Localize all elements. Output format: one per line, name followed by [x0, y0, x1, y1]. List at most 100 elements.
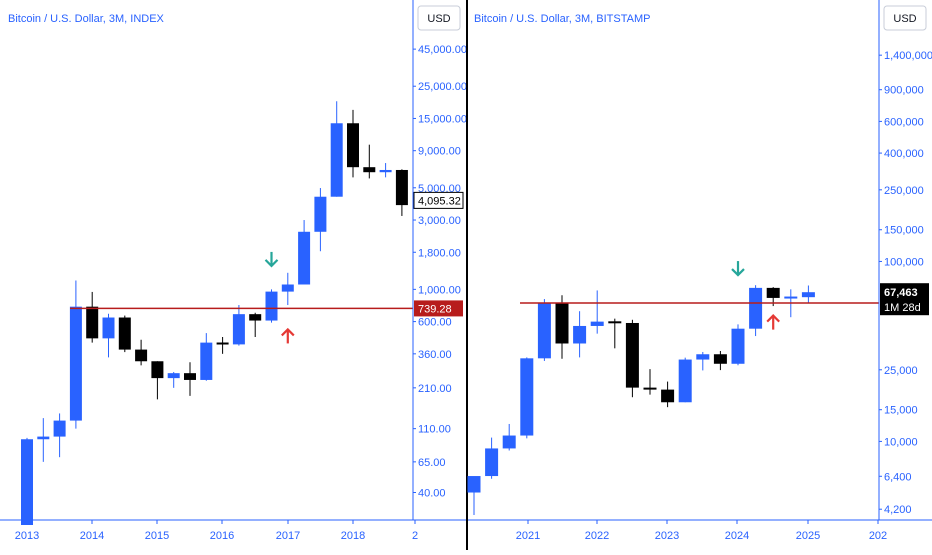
time-axis-label: 2017: [276, 530, 300, 542]
candle[interactable]: [732, 324, 745, 365]
price-axis-label: 600.00: [418, 317, 452, 329]
left-currency-label[interactable]: USD: [427, 13, 450, 25]
candle-body: [396, 170, 408, 205]
last-price-tag: 67,463 1M 28d: [880, 283, 929, 315]
candle-body: [54, 421, 66, 437]
price-axis-label: 210.00: [418, 383, 452, 395]
candle-body: [70, 307, 82, 421]
time-axis-label: 2014: [80, 530, 104, 542]
price-axis-label: 1,400,000: [884, 50, 932, 62]
candle-body: [119, 318, 131, 350]
price-axis-label: 65.00: [418, 457, 446, 469]
left-chart-title: Bitcoin / U.S. Dollar, 3M, INDEX: [8, 13, 165, 25]
price-axis-label: 3,000.00: [418, 215, 461, 227]
candle-body: [503, 436, 516, 449]
candle-body: [233, 314, 245, 344]
right-chart-title: Bitcoin / U.S. Dollar, 3M, BITSTAMP: [474, 13, 650, 25]
price-axis-label: 25,000.00: [418, 81, 467, 93]
candle-body: [266, 292, 278, 321]
candle-body: [135, 350, 147, 362]
candle-body: [184, 373, 196, 380]
time-axis-label: 2024: [725, 530, 749, 542]
time-axis-label: 2022: [585, 530, 609, 542]
candle-body: [249, 314, 261, 320]
candle-body: [217, 343, 229, 345]
candle[interactable]: [119, 316, 131, 353]
last-price-tag-label: 67,463: [884, 287, 918, 299]
price-axis-label: 600,000: [884, 116, 924, 128]
price-axis-label: 360.00: [418, 349, 452, 361]
candle-body: [626, 323, 639, 388]
price-axis-label: 400,000: [884, 148, 924, 160]
candle[interactable]: [520, 357, 533, 438]
candle-body: [314, 197, 326, 232]
candle-body: [608, 321, 621, 323]
candle-body: [485, 448, 498, 476]
right-currency-button[interactable]: USD: [884, 6, 926, 30]
candle-body: [86, 307, 98, 339]
candle-body: [749, 288, 762, 329]
time-axis-label: 2023: [655, 530, 679, 542]
left-currency-button[interactable]: USD: [418, 6, 460, 30]
price-axis-label: 40.00: [418, 487, 446, 499]
price-axis-label: 10,000: [884, 436, 918, 448]
candle-body: [573, 326, 586, 344]
candle-body: [103, 318, 115, 339]
candle-body: [151, 361, 163, 378]
time-axis-label: 2016: [210, 530, 234, 542]
candle-body: [696, 354, 709, 359]
candle-body: [520, 358, 533, 435]
candle-body: [200, 343, 212, 380]
price-axis-label: 250,000: [884, 185, 924, 197]
candle[interactable]: [679, 358, 692, 403]
candle-body: [644, 388, 657, 390]
candle-body: [468, 476, 481, 492]
last-price-tag-label: 4,095.32: [418, 195, 461, 207]
price-axis-label: 4,200: [884, 504, 912, 516]
candle[interactable]: [538, 299, 551, 361]
level-line-price-tag: 739.28: [414, 300, 463, 316]
candle-body: [679, 360, 692, 403]
time-axis-label: 2015: [145, 530, 169, 542]
candle-body: [21, 439, 33, 525]
pane-divider[interactable]: [466, 0, 468, 550]
price-axis-label: 45,000.00: [418, 44, 467, 56]
candle-body: [714, 354, 727, 364]
time-axis-label: 2021: [516, 530, 540, 542]
price-axis-label: 9,000.00: [418, 146, 461, 158]
candle[interactable]: [626, 320, 639, 397]
candle-body: [661, 390, 674, 403]
candle-body: [380, 170, 392, 172]
candle-body: [363, 167, 375, 172]
candle-body: [538, 303, 551, 358]
right-currency-label[interactable]: USD: [893, 13, 916, 25]
candle-countdown-label: 1M 28d: [884, 302, 921, 314]
candle-body: [556, 303, 569, 344]
candle-body: [282, 284, 294, 291]
candle-body: [347, 123, 359, 167]
price-axis-label: 150,000: [884, 225, 924, 237]
candle[interactable]: [21, 438, 33, 525]
price-axis-label: 25,000: [884, 365, 918, 377]
candle-body: [168, 373, 180, 378]
candle-body: [591, 322, 604, 326]
price-axis-label: 1,000.00: [418, 284, 461, 296]
price-axis-label: 100,000: [884, 256, 924, 268]
time-axis-label: 2013: [15, 530, 39, 542]
level-line-tag-label: 739.28: [418, 303, 452, 315]
price-axis-label: 900,000: [884, 85, 924, 97]
candle-body: [331, 123, 343, 196]
candle[interactable]: [266, 289, 278, 322]
time-axis-label: 2018: [341, 530, 365, 542]
price-axis-label: 1,800.00: [418, 247, 461, 259]
candle-body: [767, 288, 780, 298]
candle-body: [37, 437, 49, 440]
time-axis-label: 2: [412, 530, 418, 542]
candle[interactable]: [749, 285, 762, 336]
time-axis-label: 2025: [796, 530, 820, 542]
price-axis-label: 6,400: [884, 471, 912, 483]
candle-body: [298, 232, 310, 285]
